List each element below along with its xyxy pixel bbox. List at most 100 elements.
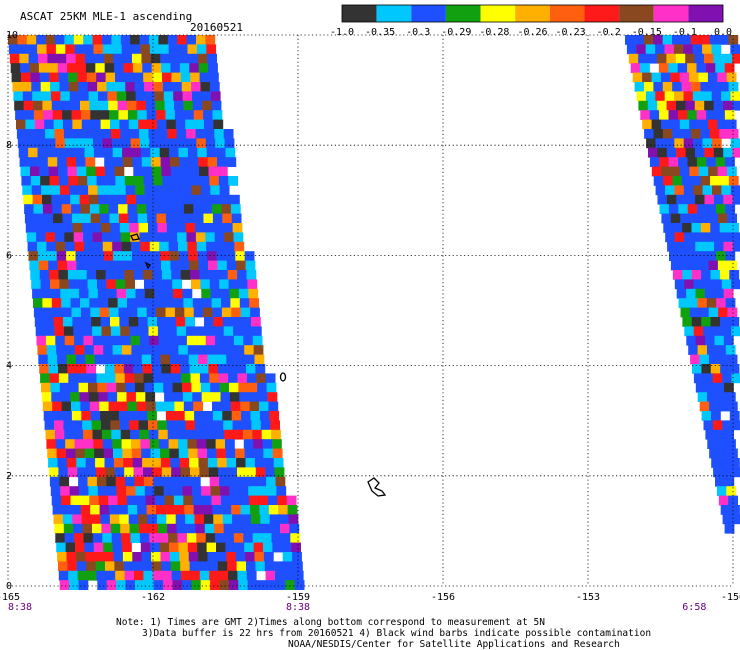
swath-cell xyxy=(124,467,134,478)
swath-cell xyxy=(76,157,86,167)
swath-cell xyxy=(198,260,209,271)
swath-cell xyxy=(259,401,269,412)
swath-cell xyxy=(188,448,198,459)
swath-cell xyxy=(115,72,125,83)
swath-cell xyxy=(67,561,78,572)
swath-cell xyxy=(152,467,163,478)
swath-cell xyxy=(178,439,188,449)
swath-cell xyxy=(666,100,677,111)
swath-cell xyxy=(647,53,658,64)
swath-cell xyxy=(66,251,76,261)
swath-cell xyxy=(250,505,260,515)
lon-tick-label: -162 xyxy=(141,592,165,603)
swath-cell xyxy=(691,270,702,280)
swath-cell xyxy=(228,570,238,581)
swath-cell xyxy=(676,288,687,299)
swath-cell xyxy=(216,251,227,261)
swath-cell xyxy=(108,495,118,506)
swath-cell xyxy=(209,570,219,581)
swath-cell xyxy=(225,241,235,252)
swath-cell xyxy=(244,251,255,261)
swath-cell xyxy=(127,505,138,515)
colorbar-tick-label: -1.0 xyxy=(330,27,354,38)
swath-cell xyxy=(114,270,125,280)
swath-cell xyxy=(73,523,83,534)
swath-cell xyxy=(119,317,130,327)
swath-cell xyxy=(665,185,675,196)
swath-cell xyxy=(204,420,215,431)
swath-cell xyxy=(94,354,105,365)
swath-cell xyxy=(653,35,663,45)
swath-cell xyxy=(212,213,223,224)
swath-cell xyxy=(33,298,43,308)
swath-cell xyxy=(166,514,177,525)
swath-cell xyxy=(702,44,712,55)
swath-cell xyxy=(721,91,731,102)
swath-cell xyxy=(261,429,272,440)
swath-cell xyxy=(193,401,203,412)
swath-cell xyxy=(72,317,83,327)
swath-cell xyxy=(135,486,146,496)
swath-cell xyxy=(65,241,75,252)
swath-cell xyxy=(150,53,161,64)
swath-cell xyxy=(123,364,134,374)
swath-cell xyxy=(710,176,720,186)
swath-cell xyxy=(649,157,660,167)
swath-cell xyxy=(17,138,28,149)
swath-cell xyxy=(190,373,201,384)
swath-cell xyxy=(192,194,203,205)
swath-cell xyxy=(105,373,116,384)
swath-cell xyxy=(711,91,722,102)
swath-cell xyxy=(146,307,157,318)
swath-cell xyxy=(726,486,737,496)
swath-cell xyxy=(47,157,58,167)
lat-tick-label: 8 xyxy=(6,140,12,151)
swath-cell xyxy=(215,533,225,543)
swath-cell xyxy=(189,364,200,374)
swath-cell xyxy=(274,467,285,478)
swath-cell xyxy=(180,467,191,478)
swath-cell xyxy=(709,129,720,139)
swath-cell xyxy=(166,420,177,431)
swath-cell xyxy=(111,533,122,543)
time-label: 6:58 xyxy=(682,602,706,613)
swath-cell xyxy=(690,35,701,45)
swath-cell xyxy=(199,72,210,83)
swath-cell xyxy=(676,194,687,205)
swath-cell xyxy=(174,401,185,412)
swath-cell xyxy=(58,467,69,478)
swath-cell xyxy=(26,232,37,243)
swath-cell xyxy=(54,232,65,243)
swath-cell xyxy=(196,533,207,543)
swath-cell xyxy=(51,194,62,205)
swath-cell xyxy=(192,100,203,111)
swath-cell xyxy=(14,100,24,111)
swath-cell xyxy=(215,439,226,449)
swath-cell xyxy=(87,476,98,487)
swath-cell xyxy=(180,270,191,280)
swath-cell xyxy=(149,241,160,252)
swath-cell xyxy=(138,317,148,327)
swath-cell xyxy=(217,364,228,374)
swath-cell xyxy=(97,382,108,393)
swath-cell xyxy=(673,44,684,55)
swath-cell xyxy=(209,373,220,384)
swath-cell xyxy=(85,260,96,271)
swath-cell xyxy=(58,270,69,280)
swath-cell xyxy=(177,533,188,543)
swath-cell xyxy=(27,44,38,55)
swath-cell xyxy=(681,176,692,186)
swath-cell xyxy=(147,514,158,525)
swath-cell xyxy=(688,298,698,308)
swath-cell xyxy=(155,495,165,506)
swath-cell xyxy=(270,420,280,431)
swath-cell xyxy=(103,147,114,158)
swath-cell xyxy=(144,185,155,196)
swath-cell xyxy=(251,523,262,534)
swath-cell xyxy=(732,241,740,252)
swath-cell xyxy=(213,317,224,327)
swath-cell xyxy=(66,448,76,459)
swath-cell xyxy=(171,270,182,280)
swath-cell xyxy=(716,251,726,261)
swath-cell xyxy=(143,373,154,384)
